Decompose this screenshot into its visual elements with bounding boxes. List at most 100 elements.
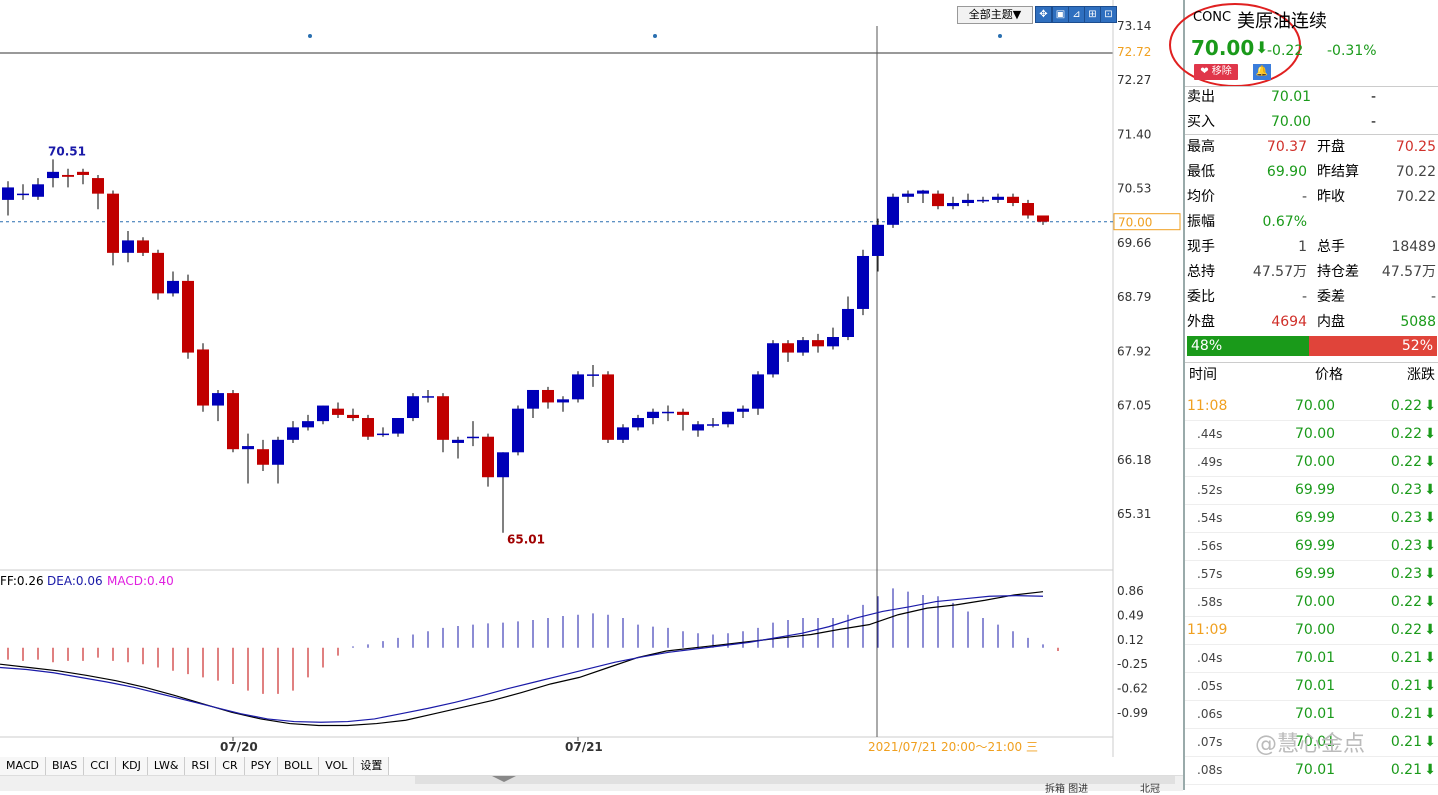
tick-row[interactable]: .44s 70.00 0.22 ⬇ <box>1185 420 1438 449</box>
stat-label: 振幅 <box>1187 214 1215 230</box>
ticks-header: 时间 价格 涨跌 <box>1185 363 1438 388</box>
tick-row[interactable]: .05s 70.01 0.21 ⬇ <box>1185 672 1438 701</box>
candle-body <box>602 374 614 440</box>
candle-body <box>722 411 734 425</box>
stat-value: 70.22 <box>1395 189 1436 205</box>
tick-price: 69.99 <box>1295 566 1336 582</box>
candle-body <box>527 389 539 409</box>
tick-price: 70.00 <box>1295 426 1336 442</box>
candle-body <box>332 408 344 415</box>
tick-row[interactable]: 11:08 70.00 0.22 ⬇ <box>1185 392 1438 421</box>
tick-time: .06s <box>1197 707 1223 721</box>
ask-label: 卖出 <box>1187 89 1215 105</box>
candle-body <box>962 199 974 204</box>
tick-row[interactable]: .07s 70.01 0.21 ⬇ <box>1185 728 1438 757</box>
stat-label: 现手 <box>1187 239 1215 255</box>
candle-body <box>932 193 944 207</box>
candle-body <box>992 196 1004 200</box>
stat-label: 委比 <box>1187 289 1215 305</box>
stat-label: 最高 <box>1187 139 1215 155</box>
ask-price: 70.01 <box>1271 89 1312 105</box>
theme-dropdown[interactable]: 全部主题▼ <box>957 6 1033 24</box>
tick-row[interactable]: .08s 70.01 0.21 ⬇ <box>1185 756 1438 785</box>
tick-row[interactable]: .06s 70.01 0.21 ⬇ <box>1185 700 1438 729</box>
candle-body <box>977 199 989 202</box>
tick-time: .52s <box>1197 483 1223 497</box>
tick-time: .56s <box>1197 539 1223 553</box>
remove-watchlist-button[interactable]: ❤ 移除 <box>1194 64 1238 80</box>
tick-row[interactable]: .04s 70.01 0.21 ⬇ <box>1185 644 1438 673</box>
y-tick-label: 65.31 <box>1117 507 1151 521</box>
y-tick-label: 72.27 <box>1117 73 1151 87</box>
tab-indicator-1[interactable]: BIAS <box>45 757 85 775</box>
stat-row: 总持 47.57万 持仓差 47.57万 <box>1185 260 1438 285</box>
tab-indicator-5[interactable]: RSI <box>185 757 217 775</box>
scroll-collapse-icon[interactable] <box>492 776 516 782</box>
candle-body <box>617 427 629 440</box>
tab-indicator-3[interactable]: KDJ <box>115 757 148 775</box>
y-tick-label: 68.79 <box>1117 290 1151 304</box>
stat-value: 0.67% <box>1262 214 1307 230</box>
fit-icon[interactable]: ⊡ <box>1100 6 1117 23</box>
down-arrow-icon: ⬇ <box>1424 566 1436 582</box>
candle-body <box>782 343 794 353</box>
stat-value: 47.57万 <box>1252 264 1307 280</box>
macd-y-tick-label: 0.86 <box>1117 584 1144 598</box>
y-tick-label: 67.92 <box>1117 344 1151 358</box>
scroll-misc-label-2: 北冠 <box>1140 784 1160 795</box>
macd-y-tick-label: 0.49 <box>1117 608 1144 622</box>
horizontal-scrollbar[interactable]: 拆箱 图进 北冠 <box>0 775 1183 795</box>
indicator-tabs: MACD BIAS CCI KDJ LW& RSI CR PSY BOLL VOL 设置 <box>0 757 390 775</box>
sell-ratio-label: 52% <box>1401 338 1433 354</box>
tab-indicator-0[interactable]: MACD <box>0 757 46 775</box>
tick-row[interactable]: .58s 70.00 0.22 ⬇ <box>1185 588 1438 617</box>
tick-row[interactable]: .57s 69.99 0.23 ⬇ <box>1185 560 1438 589</box>
stat-label: 最低 <box>1187 164 1215 180</box>
expand-icon[interactable]: ✥ <box>1035 6 1052 23</box>
candle-body <box>452 439 464 443</box>
candle-body <box>392 418 404 434</box>
tick-change: 0.21 <box>1390 650 1422 666</box>
tick-row[interactable]: .54s 69.99 0.23 ⬇ <box>1185 504 1438 533</box>
tab-indicator-9[interactable]: VOL <box>319 757 355 775</box>
tick-row[interactable]: .49s 70.00 0.22 ⬇ <box>1185 448 1438 477</box>
tick-change: 0.22 <box>1390 398 1422 414</box>
stat-value: 70.22 <box>1395 164 1436 180</box>
bell-icon[interactable]: 🔔 <box>1253 64 1271 80</box>
tick-price: 70.01 <box>1295 650 1336 666</box>
candle-body <box>167 280 179 294</box>
down-arrow-icon: ⬇ <box>1424 454 1436 470</box>
candle-body <box>407 396 419 419</box>
tab-indicator-6[interactable]: CR <box>216 757 245 775</box>
stat-row: 外盘 4694 内盘 5088 <box>1185 310 1438 335</box>
candle-body <box>47 171 59 179</box>
layout-icon[interactable]: ⊿ <box>1068 6 1085 23</box>
down-arrow-icon: ⬇ <box>1424 650 1436 666</box>
tick-row[interactable]: .56s 69.99 0.23 ⬇ <box>1185 532 1438 561</box>
restore-icon[interactable]: ▣ <box>1052 6 1069 23</box>
kline-chart[interactable]: 73.14 72.27 71.40 70.53 69.66 68.79 67.92 67.05… <box>0 0 1183 790</box>
tab-indicator-10[interactable]: 设置 <box>354 757 390 775</box>
tick-time: .07s <box>1197 735 1223 749</box>
tick-row[interactable]: 11:09 70.00 0.22 ⬇ <box>1185 616 1438 645</box>
last-price: 70.00 <box>1191 36 1255 60</box>
kline-chart-area[interactable]: 73.14 72.27 71.40 70.53 69.66 68.79 67.92 67.05… <box>0 0 1183 795</box>
macd-legend-item: DEA:0.06 <box>47 574 103 588</box>
tick-change: 0.21 <box>1390 762 1422 778</box>
tick-change: 0.23 <box>1390 510 1422 526</box>
stat-value: - <box>1301 189 1307 205</box>
macd-y-tick-label: -0.62 <box>1117 682 1148 696</box>
tab-indicator-7[interactable]: PSY <box>244 757 278 775</box>
tab-indicator-2[interactable]: CCI <box>84 757 116 775</box>
y-tick-label: 67.05 <box>1117 399 1151 413</box>
candle-body <box>902 193 914 197</box>
ask-row: 卖出 70.01 - <box>1185 85 1438 110</box>
zoom-icon[interactable]: ⊞ <box>1084 6 1101 23</box>
tick-time: .58s <box>1197 595 1223 609</box>
tab-indicator-8[interactable]: BOLL <box>277 757 320 775</box>
tab-indicator-4[interactable]: LW& <box>147 757 186 775</box>
scroll-thumb[interactable] <box>415 776 1175 784</box>
stat-label: 均价 <box>1187 189 1215 205</box>
tick-row[interactable]: .52s 69.99 0.23 ⬇ <box>1185 476 1438 505</box>
candle-body <box>362 418 374 437</box>
